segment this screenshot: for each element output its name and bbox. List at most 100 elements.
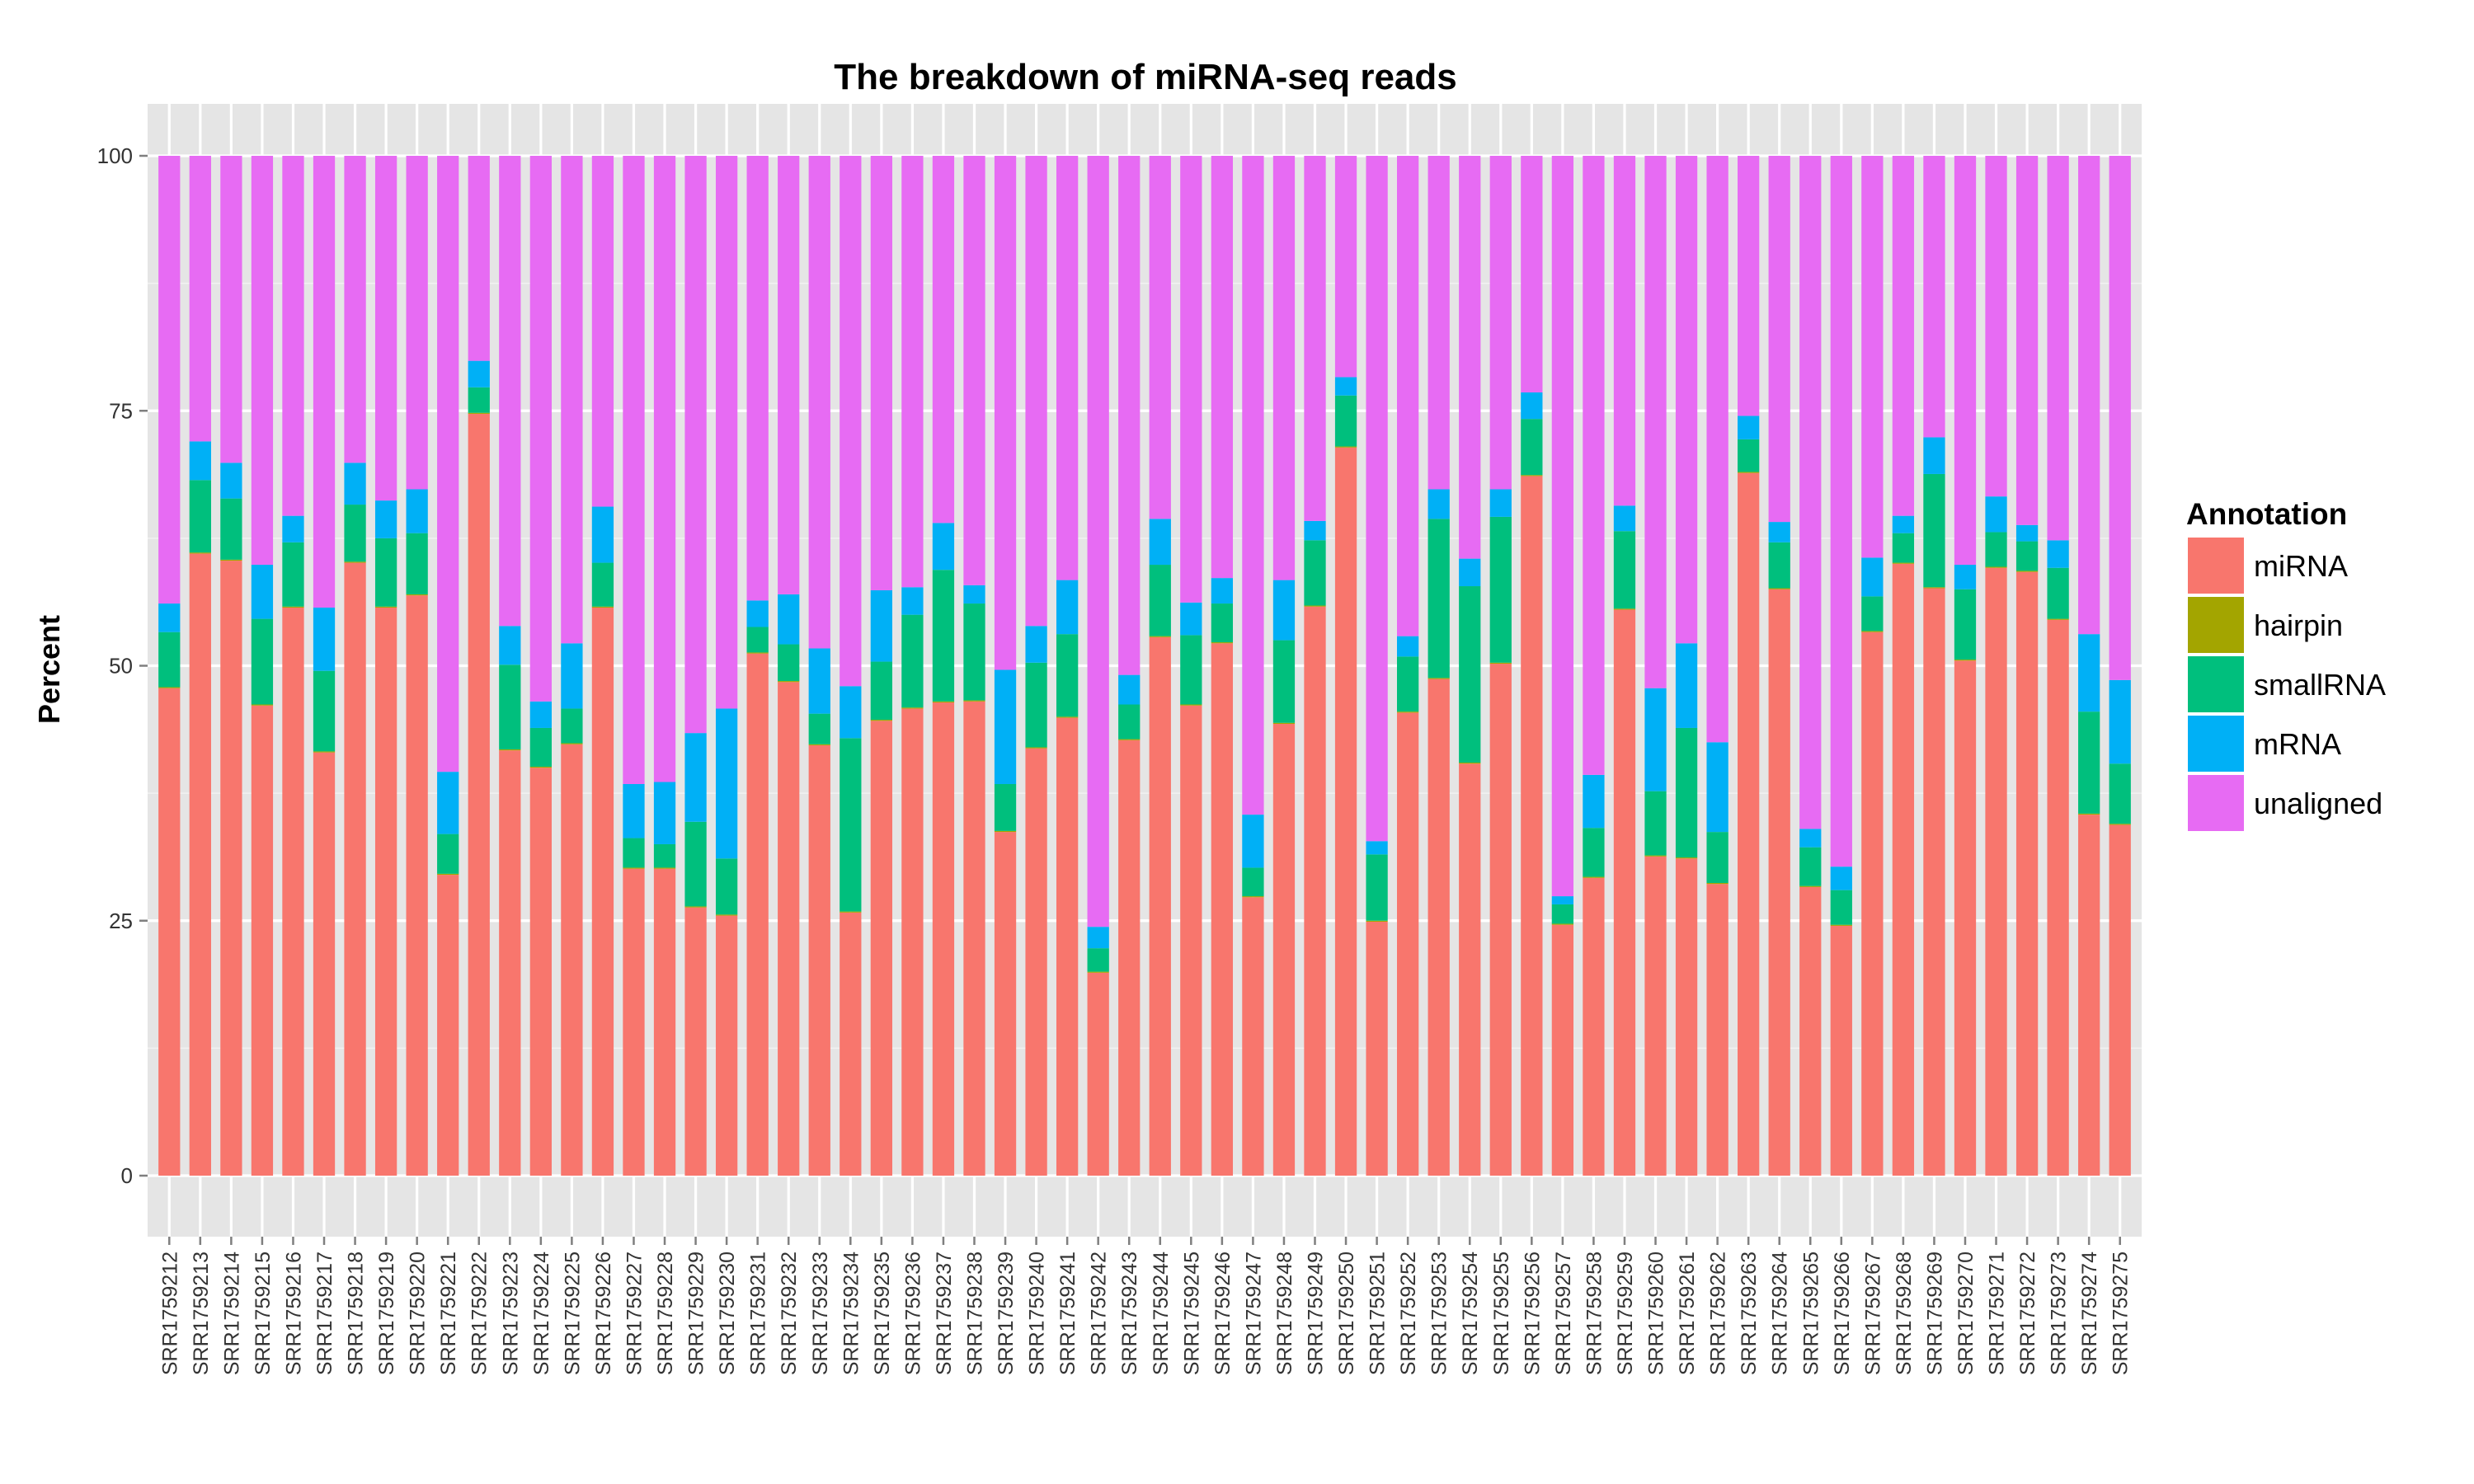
bar-segment-smallRNA xyxy=(344,505,366,562)
x-tick-label: SRR1759244 xyxy=(1150,1252,1173,1375)
bar-segment-miRNA xyxy=(653,868,676,1176)
x-tick-label: SRR1759223 xyxy=(499,1252,522,1375)
bar-segment-hairpin xyxy=(220,559,242,561)
bar-segment-mRNA xyxy=(374,500,397,538)
bar-segment-unaligned xyxy=(2047,156,2069,541)
bar-segment-miRNA xyxy=(2078,815,2100,1176)
x-tick-label: SRR1759234 xyxy=(840,1252,863,1375)
bar-segment-hairpin xyxy=(1149,636,1171,637)
bar-segment-miRNA xyxy=(901,708,924,1176)
bar-segment-unaligned xyxy=(1799,156,1822,829)
bar-segment-smallRNA xyxy=(746,627,769,653)
bar-segment-smallRNA xyxy=(1180,635,1202,705)
bar-segment-smallRNA xyxy=(2078,711,2100,814)
bar-segment-hairpin xyxy=(963,700,985,702)
x-tick-label: SRR1759266 xyxy=(1831,1252,1854,1375)
bar-segment-miRNA xyxy=(468,413,490,1176)
bar-segment-miRNA xyxy=(561,744,583,1176)
bar-segment-miRNA xyxy=(1675,858,1698,1176)
x-tick-label: SRR1759252 xyxy=(1397,1252,1420,1375)
bar-segment-mRNA xyxy=(870,589,892,662)
x-tick-label: SRR1759229 xyxy=(685,1252,708,1375)
bar-segment-mRNA xyxy=(1644,688,1667,791)
bar-segment-miRNA xyxy=(1087,972,1109,1176)
bar-segment-mRNA xyxy=(437,772,459,834)
legend-swatch-miRNA xyxy=(2186,536,2246,595)
bar-segment-mRNA xyxy=(1923,437,1945,474)
x-tick-label: SRR1759272 xyxy=(2016,1252,2039,1375)
bar-segment-smallRNA xyxy=(1613,531,1636,609)
bar-segment-mRNA xyxy=(623,783,645,838)
bar-segment-mRNA xyxy=(1830,866,1852,890)
bar-segment-smallRNA xyxy=(963,603,985,701)
bar-segment-mRNA xyxy=(932,523,955,571)
bar-segment-hairpin xyxy=(1025,747,1047,749)
bar-segment-mRNA xyxy=(1272,580,1296,641)
bar-segment-unaligned xyxy=(1025,156,1047,627)
bar-segment-miRNA xyxy=(994,832,1017,1176)
bar-segment-smallRNA xyxy=(1366,854,1388,921)
bar-segment-mRNA xyxy=(1489,489,1512,517)
bar-segment-hairpin xyxy=(1366,920,1388,922)
bar-segment-smallRNA xyxy=(1768,542,1790,589)
bar-segment-smallRNA xyxy=(282,542,304,607)
bar-segment-unaligned xyxy=(746,156,769,601)
bar-segment-mRNA xyxy=(1799,829,1822,848)
bar-segment-unaligned xyxy=(437,156,459,773)
bar-segment-miRNA xyxy=(623,868,645,1176)
y-tick-label: 75 xyxy=(109,398,133,423)
bar-segment-hairpin xyxy=(529,766,552,768)
bar-segment-mRNA xyxy=(1427,489,1450,519)
x-tick-label: SRR1759248 xyxy=(1273,1252,1296,1375)
x-tick-label: SRR1759274 xyxy=(2078,1252,2101,1375)
bar-segment-hairpin xyxy=(1861,631,1884,632)
x-tick-label: SRR1759271 xyxy=(1986,1252,2009,1375)
bar-segment-hairpin xyxy=(746,652,769,654)
bar-segment-miRNA xyxy=(344,562,366,1176)
bar-segment-mRNA xyxy=(1954,565,1977,589)
bar-segment-smallRNA xyxy=(840,738,862,912)
bar-segment-smallRNA xyxy=(1799,847,1822,886)
legend-label-smallRNA: smallRNA xyxy=(2254,668,2386,702)
bar-segment-hairpin xyxy=(1272,722,1296,725)
bar-segment-miRNA xyxy=(220,561,242,1176)
bar-segment-mRNA xyxy=(778,594,800,645)
bar-segment-mRNA xyxy=(189,441,211,481)
bar-segment-miRNA xyxy=(1923,588,1945,1176)
bar-segment-miRNA xyxy=(529,768,552,1176)
bar-segment-mRNA xyxy=(1304,520,1326,541)
bar-segment-hairpin xyxy=(808,744,830,745)
bar-segment-miRNA xyxy=(1706,884,1729,1176)
bar-segment-smallRNA xyxy=(1923,473,1945,588)
x-tick-label: SRR1759236 xyxy=(901,1252,924,1375)
bar-segment-unaligned xyxy=(1180,156,1202,603)
x-tick-label: SRR1759233 xyxy=(809,1252,832,1375)
bar-segment-miRNA xyxy=(778,682,800,1176)
bar-segment-unaligned xyxy=(1583,156,1605,775)
x-tick-label: SRR1759226 xyxy=(592,1252,615,1375)
x-tick-label: SRR1759251 xyxy=(1366,1252,1390,1375)
x-tick-label: SRR1759222 xyxy=(468,1252,492,1375)
bar-segment-hairpin xyxy=(1180,704,1202,706)
bar-segment-mRNA xyxy=(2015,524,2039,542)
bar-segment-smallRNA xyxy=(1985,532,2007,567)
x-tick-label: SRR1759220 xyxy=(407,1252,430,1375)
bar-segment-mRNA xyxy=(1118,674,1141,705)
bar-segment-mRNA xyxy=(1211,578,1234,604)
bar-segment-unaligned xyxy=(1149,156,1171,519)
bar-segment-mRNA xyxy=(344,463,366,505)
bar-segment-miRNA xyxy=(499,750,521,1176)
bar-segment-miRNA xyxy=(932,702,955,1176)
bar-segment-mRNA xyxy=(1521,392,1543,420)
bar-segment-miRNA xyxy=(1366,921,1388,1176)
x-tick-label: SRR1759256 xyxy=(1521,1252,1544,1375)
bar-segment-unaligned xyxy=(1459,156,1481,559)
x-tick-label: SRR1759257 xyxy=(1552,1252,1575,1375)
x-tick-label: SRR1759227 xyxy=(623,1252,646,1375)
bar-segment-miRNA xyxy=(2015,571,2039,1176)
bar-segment-unaligned xyxy=(684,156,707,734)
bar-segment-hairpin xyxy=(2047,618,2069,620)
bar-segment-hairpin xyxy=(653,867,676,869)
x-tick-label: SRR1759262 xyxy=(1707,1252,1730,1375)
bar-segment-hairpin xyxy=(1427,678,1450,679)
